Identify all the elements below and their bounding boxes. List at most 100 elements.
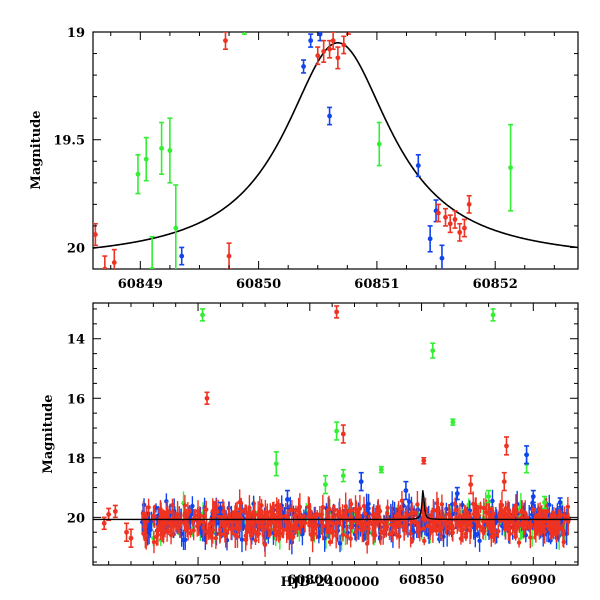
marker [128, 535, 134, 541]
marker [330, 38, 336, 44]
marker [462, 225, 467, 231]
top-panel: 60849 60850 60851 60852 19 19.5 20 Magnitude [29, 26, 579, 292]
band-data-point [353, 529, 359, 535]
data-point-blue [524, 445, 530, 465]
band-data-point [210, 509, 215, 514]
marker [557, 500, 563, 505]
marker [490, 312, 496, 318]
top-data-points [93, 32, 514, 269]
data-point-blue [454, 486, 460, 501]
marker [403, 488, 409, 493]
band-data-point [308, 509, 313, 515]
band-data-point [292, 513, 298, 519]
data-point-green [200, 308, 206, 322]
band-data-point [344, 534, 350, 539]
data-point-green [376, 121, 382, 167]
band-data-point [327, 519, 333, 524]
bottom-panel-frame [92, 302, 579, 566]
band-data-point [512, 509, 517, 515]
marker [327, 46, 332, 52]
band-data-point [438, 514, 444, 520]
top-ylabel: Magnitude [29, 110, 44, 189]
data-point-green [149, 235, 155, 269]
marker [285, 497, 290, 502]
marker [378, 467, 384, 473]
marker [101, 520, 107, 526]
band-data-point [272, 521, 277, 526]
band-data-point [439, 502, 445, 507]
band-data-point [244, 510, 249, 515]
data-point-red [447, 214, 453, 234]
band-data-point [360, 528, 365, 533]
marker [112, 509, 118, 514]
band-data-point [551, 521, 557, 526]
band-data-point [166, 528, 171, 534]
band-data-point [506, 511, 512, 517]
data-point-red [222, 32, 228, 51]
band-data-point [463, 534, 469, 540]
data-point-blue [217, 501, 223, 516]
marker [111, 260, 117, 265]
band-data-point [277, 511, 283, 516]
data-point-green [135, 154, 141, 195]
data-point-red [327, 39, 333, 59]
marker [335, 55, 341, 61]
band-data-point [295, 526, 300, 531]
data-point-red [340, 424, 346, 444]
band-data-point [322, 536, 327, 541]
data-point-red [443, 207, 449, 227]
band-data-point [170, 502, 175, 508]
x-tick-label: 60800 [287, 573, 332, 588]
x-tick-label: 60850 [399, 573, 444, 588]
band-data-point [559, 513, 564, 518]
band-data-point [547, 502, 552, 507]
marker [317, 32, 323, 37]
band-data-point [514, 521, 520, 526]
band-data-point [533, 527, 538, 533]
marker [323, 482, 328, 488]
band-data-point [347, 508, 352, 514]
marker [179, 253, 185, 259]
data-point-green [541, 495, 547, 510]
band-data-point [158, 528, 163, 533]
band-data-point [524, 515, 530, 520]
band-data-point [565, 504, 571, 510]
top-model-curve [93, 41, 578, 249]
band-data-point [217, 527, 223, 532]
band-data-point [357, 513, 362, 519]
y-tick-label: 14 [67, 333, 85, 348]
data-point-green [241, 32, 247, 35]
band-data-point [390, 530, 395, 535]
x-tick-label: 60849 [118, 277, 163, 292]
data-point-red [111, 248, 117, 269]
y-tick-label: 20 [67, 511, 85, 526]
band-data-point [248, 520, 254, 525]
data-point-red [466, 194, 472, 214]
band-data-point [293, 507, 299, 513]
band-data-point [410, 527, 416, 533]
marker [340, 431, 346, 437]
marker [524, 452, 529, 458]
band-data-point [509, 520, 515, 525]
band-data-point [223, 533, 228, 539]
marker [327, 113, 332, 119]
band-data-point [487, 520, 492, 525]
data-point-red [503, 436, 509, 456]
band-data-point [506, 526, 511, 532]
marker [454, 491, 460, 496]
data-point-red [421, 457, 427, 465]
marker [504, 443, 509, 449]
band-data-point [453, 508, 458, 513]
band-data-point [394, 525, 399, 530]
data-point-red [457, 222, 463, 242]
marker [223, 38, 228, 44]
data-point-green [334, 421, 340, 441]
data-point-red [335, 46, 341, 70]
y-tick-label: 20 [67, 241, 85, 256]
data-point-blue [179, 246, 185, 266]
band-data-point [307, 523, 312, 528]
band-data-point [327, 539, 333, 545]
data-point-red [112, 504, 118, 519]
band-data-point [274, 503, 279, 508]
band-data-point [491, 528, 497, 533]
